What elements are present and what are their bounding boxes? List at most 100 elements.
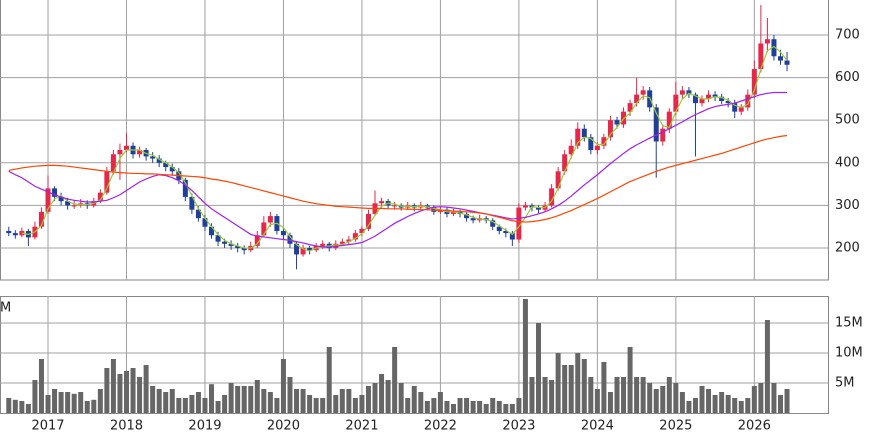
volume-bar [163, 392, 169, 413]
candle-body [294, 243, 300, 255]
candle-body [182, 179, 188, 197]
volume-bar [222, 395, 228, 413]
candle-body [58, 196, 64, 202]
candle-body [339, 241, 345, 244]
x-tick-label: 2020 [267, 419, 300, 434]
candle-body [509, 233, 515, 240]
volume-bar [607, 392, 613, 413]
candle-body [110, 154, 116, 172]
volume-bar [496, 401, 502, 413]
volume-unit-label: M [0, 301, 11, 316]
candle-body [758, 43, 764, 70]
volume-bar [307, 395, 313, 413]
volume-bar [287, 377, 293, 413]
candle-body [496, 226, 502, 231]
volume-bar [294, 389, 300, 413]
volume-bar [346, 389, 352, 413]
volume-bar [621, 377, 627, 413]
volume-bar [673, 383, 679, 413]
moving-average-line [8, 91, 788, 248]
candle-body [52, 188, 58, 197]
candle-body [686, 90, 692, 95]
candle-body [38, 211, 44, 227]
candle-body [169, 167, 175, 172]
volume-bar [52, 389, 58, 413]
volume-bar [647, 383, 653, 413]
x-tick-label: 2019 [188, 419, 221, 434]
candle-body [594, 145, 600, 151]
x-tick-label: 2025 [659, 419, 692, 434]
volume-bar [365, 386, 371, 413]
candle-body [202, 218, 208, 227]
volume-bar [522, 299, 528, 413]
candle-body [601, 137, 607, 146]
candle-body [706, 94, 712, 99]
candle-body [699, 98, 705, 104]
candle-body [634, 94, 640, 104]
candle-body [261, 222, 267, 236]
x-tick-label: 2024 [581, 419, 614, 434]
candle-body [536, 207, 542, 210]
candle-body [117, 150, 123, 155]
volume-bar [477, 401, 483, 413]
candle-body [712, 94, 718, 97]
y-tick-label: 200 [835, 241, 860, 256]
candle-body [228, 243, 234, 246]
volume-bar [549, 380, 555, 413]
volume-bar [706, 389, 712, 413]
volume-bar [660, 386, 666, 413]
x-tick-label: 2021 [345, 419, 378, 434]
volume-bar [392, 347, 398, 413]
candle-body [607, 120, 613, 138]
volume-bar [692, 398, 698, 413]
y-tick-label: 400 [835, 155, 860, 170]
candle-body [522, 205, 528, 208]
candle-body [777, 56, 783, 61]
candle-body [568, 145, 574, 155]
volume-bar [189, 395, 195, 413]
candle-body [241, 248, 247, 251]
volume-bar [6, 398, 12, 413]
candle-body [365, 213, 371, 229]
candle-body [209, 226, 215, 236]
moving-average-line [21, 45, 788, 252]
candle-body [254, 235, 260, 246]
volume-bar [300, 389, 306, 413]
candle-body [679, 90, 685, 95]
volume-bar [71, 393, 77, 413]
volume-bar [627, 347, 633, 413]
volume-bar [261, 389, 267, 413]
volume-bar [575, 353, 581, 413]
candle-body [470, 218, 476, 221]
volume-bar [202, 398, 208, 413]
x-tick-label: 2022 [424, 419, 457, 434]
candle-body [379, 201, 385, 204]
candle-body [732, 103, 738, 112]
volume-bar [320, 398, 326, 413]
volume-bar [280, 359, 286, 413]
candle-body [549, 188, 555, 206]
candle-body [104, 171, 110, 193]
candle-body [287, 235, 293, 244]
volume-bar [254, 380, 260, 413]
volume-bar [352, 398, 358, 413]
volume-bar [470, 401, 476, 413]
volume-bar [411, 386, 417, 413]
candle-body [156, 158, 162, 163]
candle-body [614, 120, 620, 125]
volume-bar [379, 374, 385, 413]
volume-bar [503, 404, 509, 413]
candle-body [235, 245, 241, 249]
volume-bar [745, 398, 751, 413]
volume-bar [777, 395, 783, 413]
volume-bar [751, 386, 757, 413]
volume-bar [38, 359, 44, 413]
candle-body [222, 241, 228, 244]
candle-body [71, 205, 77, 207]
volume-bar [444, 401, 450, 413]
volume-bar [235, 386, 241, 413]
volume-bar [215, 401, 221, 413]
candle-body [673, 94, 679, 112]
y-tick-label: 500 [835, 113, 860, 128]
volume-bar [137, 377, 143, 413]
